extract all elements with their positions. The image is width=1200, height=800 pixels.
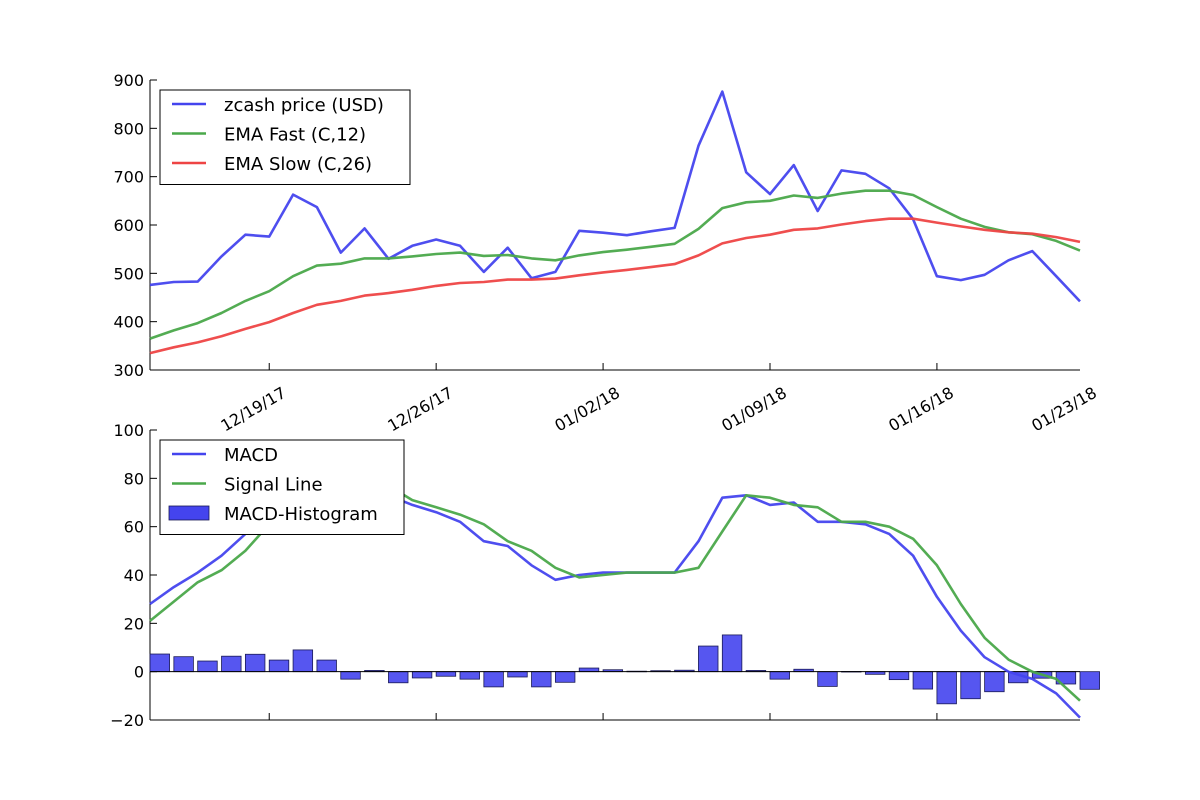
bottom-histogram-bar xyxy=(268,659,290,673)
bottom-histogram-bar xyxy=(698,645,719,673)
bottom-histogram-bar xyxy=(984,671,1005,693)
bottom-histogram-bar xyxy=(316,659,337,673)
bottom-legend-label: MACD xyxy=(224,445,278,466)
bottom-histogram-bar xyxy=(221,655,242,673)
bottom-y-tick-label: 80 xyxy=(124,469,144,488)
bottom-legend-label: MACD-Histogram xyxy=(224,504,378,525)
top-legend-box xyxy=(159,89,411,185)
top-y-tick-label: 700 xyxy=(113,168,144,187)
bottom-histogram-bar xyxy=(769,671,790,680)
top-legend-label: zcash price (USD) xyxy=(224,95,384,116)
macd-chart: −20 0 20 40 60 80 100 MACD Signal Line MACD-Histo… xyxy=(110,421,1100,730)
top-legend-label: EMA Slow (C,26) xyxy=(224,154,372,175)
bottom-y-tick-label: −20 xyxy=(110,711,144,730)
bottom-y-tick-label: 40 xyxy=(124,566,144,585)
bottom-histogram-bar xyxy=(173,656,194,673)
top-y-tick-label: 300 xyxy=(113,361,144,380)
top-legend: zcash price (USD) EMA Fast (C,12) EMA Slow… xyxy=(159,89,411,185)
bottom-histogram-bar xyxy=(149,653,170,673)
top-y-tick-label: 400 xyxy=(113,313,144,332)
top-y-tick-label: 900 xyxy=(113,71,144,90)
bottom-histogram-bar xyxy=(244,653,266,673)
bottom-histogram-bar xyxy=(531,671,552,688)
bottom-y-tick-label: 0 xyxy=(134,663,144,682)
top-y-tick-label: 500 xyxy=(113,264,144,283)
bottom-histogram-bar xyxy=(388,671,409,684)
bottom-histogram-bar xyxy=(292,649,314,673)
bottom-histogram-bar xyxy=(888,671,910,681)
bottom-histogram-bar xyxy=(936,671,957,705)
bottom-legend: MACD Signal Line MACD-Histogram xyxy=(159,439,405,535)
top-series-line-1 xyxy=(149,189,1081,340)
top-series-line-0 xyxy=(149,90,1081,303)
top-y-tick-label: 600 xyxy=(113,216,144,235)
bottom-histogram-bar xyxy=(197,660,218,673)
bottom-y-tick-label: 100 xyxy=(113,421,144,440)
bottom-histogram-bar xyxy=(507,671,528,678)
bottom-y-tick-label: 20 xyxy=(124,614,144,633)
bottom-histogram-bar xyxy=(435,671,457,677)
bottom-histogram-bar xyxy=(459,671,480,680)
bottom-histogram-bar xyxy=(960,671,981,700)
top-series-line-2 xyxy=(149,217,1081,355)
bottom-histogram-bar xyxy=(912,671,934,690)
bottom-histogram-bar xyxy=(411,671,433,679)
bottom-histogram-bar xyxy=(817,671,838,687)
top-legend-label: EMA Fast (C,12) xyxy=(224,125,366,146)
bottom-legend-label: Signal Line xyxy=(224,475,323,496)
top-y-tick-label: 800 xyxy=(113,119,144,138)
bottom-histogram-bar xyxy=(1079,671,1100,690)
bottom-histogram-bar xyxy=(554,671,576,683)
bottom-histogram-bar xyxy=(483,671,504,688)
bottom-y-tick-label: 60 xyxy=(124,518,144,537)
bottom-legend-swatch xyxy=(168,505,210,521)
bottom-histogram-bar xyxy=(340,671,361,680)
bottom-histogram-bar xyxy=(721,634,743,673)
bottom-histogram-bar xyxy=(578,667,600,673)
